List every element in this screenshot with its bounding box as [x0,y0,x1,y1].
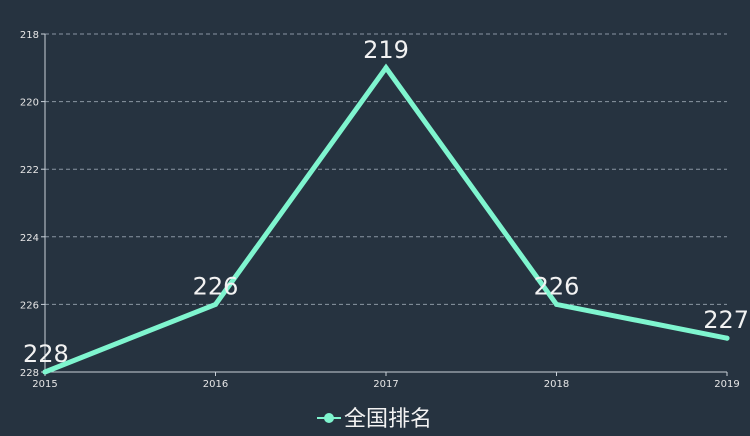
data-point[interactable] [383,65,389,71]
data-label: 226 [534,272,580,300]
x-tick-label: 2016 [203,379,228,390]
data-label: 226 [193,272,239,300]
x-tick-label: 2018 [544,379,569,390]
data-point[interactable] [724,335,730,341]
data-label: 219 [363,36,409,64]
y-tick-label: 222 [20,165,39,176]
x-tick-label: 2017 [373,379,398,390]
y-tick-label: 218 [20,30,39,41]
y-tick-label: 228 [20,368,39,379]
y-tick-label: 224 [20,233,39,244]
y-tick-label: 220 [20,98,39,109]
data-label: 228 [23,340,69,368]
data-point[interactable] [42,369,48,375]
series-lines [42,63,730,375]
legend-marker-icon [324,413,334,423]
legend-series-label: 全国排名 [344,407,432,432]
data-point[interactable] [554,301,559,307]
x-tick-label: 2019 [714,379,739,390]
data-labels: 228 226 219 226 227 [23,36,749,368]
data-point[interactable] [213,301,218,307]
legend[interactable]: 全国排名 [317,407,432,432]
data-label: 227 [703,306,749,334]
series-line [42,63,730,375]
grid-lines [45,33,727,305]
x-tick-label: 2015 [32,379,57,390]
y-tick-label: 226 [20,300,39,311]
y-axis-ticks: 218 220 222 224 226 228 [20,30,45,379]
x-axis-ticks: 2015 2016 2017 2018 2019 [32,372,740,390]
axes [44,34,727,373]
